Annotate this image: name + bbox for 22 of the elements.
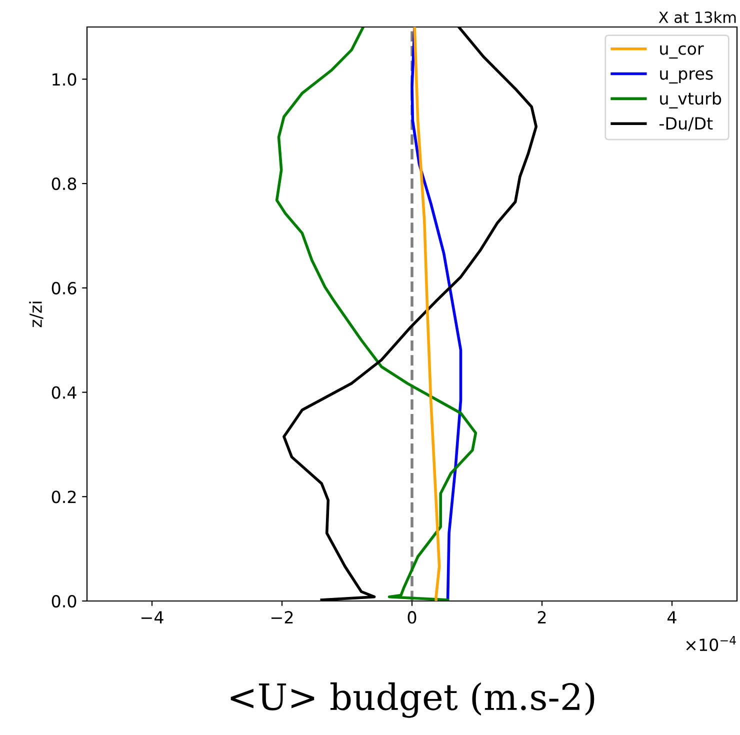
- y-tick-label: 0.0: [52, 594, 76, 608]
- line-series: [413, 27, 441, 601]
- legend-label: u_pres: [660, 70, 713, 84]
- x-tick-label: 4: [668, 611, 676, 624]
- line-series: [410, 27, 462, 601]
- y-axis-title: z/zi: [29, 302, 44, 328]
- legend-label: -Du/Dt: [660, 117, 713, 131]
- line-series: [275, 27, 478, 601]
- x-tick-label: 0: [408, 611, 416, 624]
- y-tick-label: 1.0: [52, 73, 76, 86]
- x-tick-label: −4: [141, 611, 164, 624]
- y-tick-label: 0.4: [52, 386, 76, 399]
- chart-title: X at 13km: [658, 11, 736, 24]
- y-tick-label: 0.6: [52, 282, 76, 294]
- text: ×10$^{−4}$: [686, 636, 736, 652]
- x-axis-title: <U> budget (m.s-2): [230, 682, 594, 718]
- y-tick-label: 0.8: [52, 178, 76, 190]
- legend-label: u_vturb: [660, 92, 722, 108]
- x-tick-label: 2: [538, 611, 546, 624]
- legend-label: u_cor: [660, 45, 704, 59]
- x-tick-label: −2: [271, 611, 293, 624]
- y-tick-label: 0.2: [52, 490, 76, 504]
